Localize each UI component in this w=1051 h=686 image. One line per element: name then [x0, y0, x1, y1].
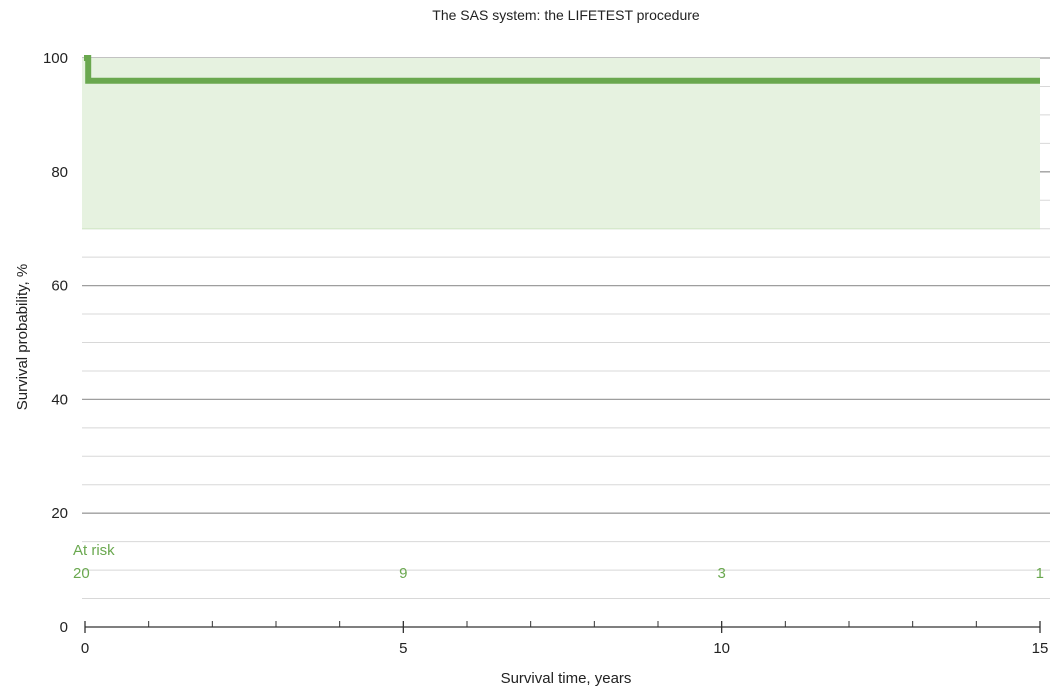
ci-band-area: [82, 58, 1040, 229]
x-tick-label: 10: [713, 640, 730, 657]
y-tick-label: 0: [60, 619, 68, 636]
survival-curve: [84, 55, 1040, 84]
y-axis-label: Survival probability, %: [14, 264, 31, 410]
x-tick-label: 15: [1032, 640, 1049, 657]
survival-step-line: [84, 55, 1040, 84]
x-tick-label: 0: [81, 640, 89, 657]
at-risk-value: 9: [399, 565, 407, 582]
at-risk-value: 20: [73, 565, 90, 582]
at-risk-label: At risk: [73, 542, 115, 559]
at-risk-value: 3: [717, 565, 725, 582]
confidence-band: [82, 58, 1040, 230]
y-tick-label: 60: [51, 278, 68, 295]
y-tick-label: 100: [43, 50, 68, 67]
y-tick-label: 40: [51, 391, 68, 408]
y-tick-label: 80: [51, 164, 68, 181]
axes: 0 20 40 60 80 100 0 5 10 15: [43, 50, 1048, 657]
at-risk-value: 1: [1036, 565, 1044, 582]
x-axis-label: Survival time, years: [501, 670, 632, 686]
x-tick-label: 5: [399, 640, 407, 657]
chart-title: The SAS system: the LIFETEST procedure: [432, 7, 700, 23]
at-risk-table: At risk 20 9 3 1: [73, 542, 1044, 582]
y-tick-label: 20: [51, 505, 68, 522]
